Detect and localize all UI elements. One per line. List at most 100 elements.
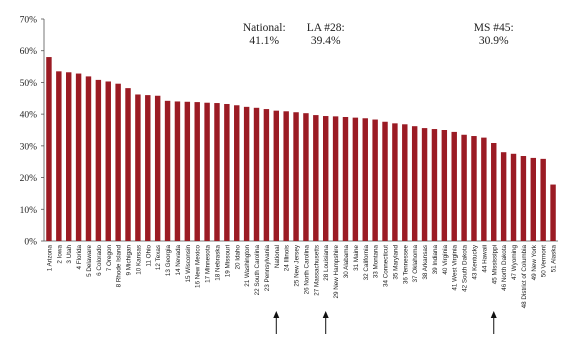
x-tick-label: 13 Georgia (165, 245, 172, 277)
annotation-arrow (273, 311, 280, 334)
bar (85, 76, 92, 241)
bar (204, 102, 210, 242)
bar (95, 79, 102, 242)
bar (461, 134, 467, 241)
x-tick-label: National (274, 245, 281, 268)
x-tick-label: 9 Michigan (126, 245, 133, 276)
bar (145, 95, 151, 241)
bar (441, 130, 448, 241)
y-tick-label: 50% (20, 79, 38, 89)
y-tick-label: 60% (20, 47, 38, 57)
x-tick-label: 50 Vermont (541, 245, 548, 277)
bar (164, 100, 171, 241)
y-tick-label: 30% (20, 142, 38, 152)
x-tick-label: 37 Oklahoma (412, 245, 419, 283)
x-tick-label: 22 South Carolina (254, 245, 261, 296)
x-tick-label: 17 Minnesota (205, 245, 212, 283)
annotation-arrow (322, 311, 329, 334)
x-tick-label: 19 Missouri (224, 245, 231, 277)
x-tick-label: 14 Nevada (175, 245, 182, 276)
x-tick-label: 43 Kentucky (471, 244, 478, 280)
bar (352, 117, 359, 241)
bar (253, 107, 260, 241)
x-tick-label: 32 California (363, 245, 370, 281)
bar (283, 111, 289, 241)
bar (471, 136, 477, 241)
bar (421, 128, 428, 241)
bar (372, 119, 378, 241)
x-tick-label: 31 Maine (353, 245, 360, 271)
x-tick-label: 1 Arizona (46, 245, 53, 272)
x-tick-label: 26 North Carolina (303, 245, 310, 295)
annotation-ms-value: 30.9% (478, 35, 509, 47)
x-tick-label: 3 Utah (66, 245, 73, 264)
bar (520, 156, 527, 241)
bar (392, 123, 398, 241)
bar (491, 143, 497, 241)
y-tick-label: 20% (20, 174, 38, 184)
x-tick-label: 29 New Hampshire (333, 245, 340, 299)
x-tick-label: 42 South Dakota (462, 245, 469, 292)
bar (510, 153, 517, 241)
annotation-arrows (273, 311, 497, 334)
bar (125, 88, 131, 241)
bar (243, 106, 250, 241)
bar (332, 116, 339, 241)
y-tick-label: 10% (20, 206, 38, 216)
x-tick-label: 23 Pennsylvania (264, 245, 271, 292)
x-tick-label: 47 Wyoming (511, 245, 518, 280)
x-tick-label: 35 Maryland (392, 245, 399, 280)
x-tick-label: 49 New York (531, 244, 538, 280)
bar (174, 101, 181, 241)
x-tick-label: 25 New Jersey (294, 244, 301, 286)
bar (194, 102, 200, 241)
bar (75, 73, 82, 241)
x-tick-label: 36 Tennessee (402, 245, 409, 285)
x-tick-label: 27 Massachusetts (313, 245, 320, 296)
x-tick-label: 48 District of Columbia (521, 245, 528, 309)
bar (451, 131, 457, 241)
annotation-ms-title: MS #45: (473, 22, 514, 34)
x-tick-label: 39 Indiana (432, 245, 439, 275)
bar (550, 184, 556, 241)
bar (342, 116, 349, 241)
bar (322, 116, 329, 241)
bar (214, 103, 220, 242)
x-tick-label: 21 Washington (244, 245, 251, 287)
bar (540, 158, 546, 241)
bar (303, 113, 309, 241)
x-tick-label: 38 Arkansas (422, 245, 429, 280)
x-tick-label: 7 Oregon (106, 245, 113, 272)
bar (313, 115, 319, 241)
annotation-national-title: National: (242, 22, 286, 34)
bar (411, 126, 418, 241)
bar (56, 71, 62, 241)
x-axis-labels: 1 Arizona 2 Iowa 3 Utah 4 Florida 5 Delaware… (46, 244, 557, 308)
annotation-national: National: 41.1% (224, 22, 304, 48)
bar (105, 81, 111, 241)
annotation-la: LA #28: 39.4% (286, 22, 366, 48)
bar (263, 109, 270, 241)
annotation-la-title: LA #28: (306, 22, 345, 34)
annotation-ms: MS #45: 30.9% (454, 22, 534, 48)
bar (431, 129, 438, 241)
x-tick-label: 12 Texas (155, 245, 162, 270)
x-tick-label: 46 North Dakota (501, 245, 508, 291)
x-tick-label: 10 Kansas (135, 245, 142, 275)
bar (273, 110, 280, 241)
x-tick-label: 4 Florida (76, 245, 83, 270)
bar (115, 83, 121, 241)
x-tick-label: 6 Colorado (96, 245, 103, 276)
bar (154, 95, 161, 242)
bars (46, 57, 556, 242)
x-tick-label: 51 Alaska (551, 245, 558, 273)
y-tick-label: 40% (20, 111, 38, 121)
bar (184, 101, 191, 241)
x-tick-label: 18 Nebraska (214, 245, 221, 281)
y-tick-label: 0% (24, 238, 37, 248)
x-tick-label: 33 Montana (373, 245, 380, 279)
x-tick-label: 2 Iowa (56, 245, 63, 264)
x-tick-label: 40 Virginia (442, 245, 449, 275)
y-tick-label: 70% (20, 16, 38, 26)
